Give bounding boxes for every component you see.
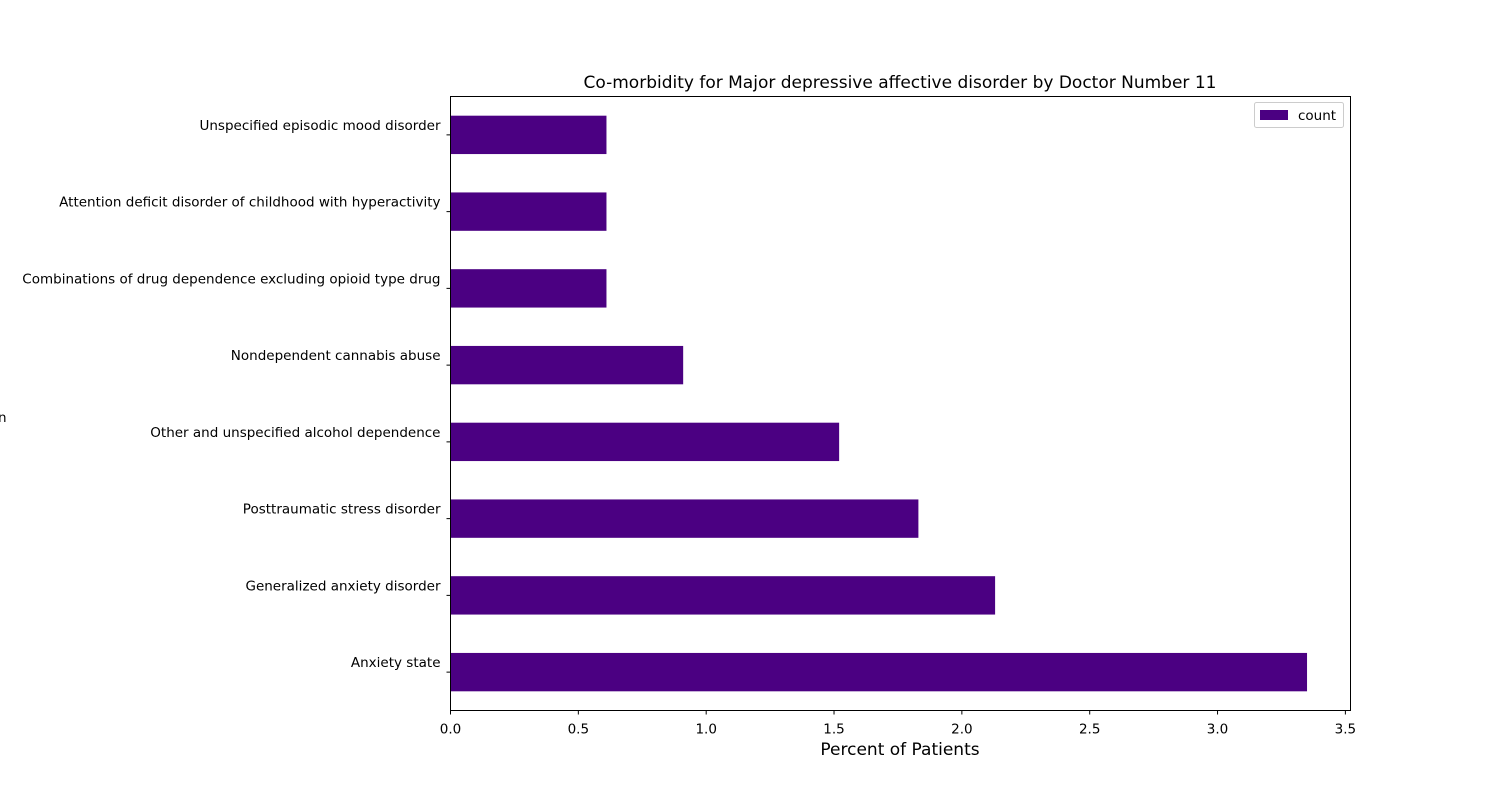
bar-1 <box>450 576 996 615</box>
bars-group <box>450 115 1308 692</box>
x-axis-ticks: 0.0 0.5 1.0 1.5 2.0 2.5 3.0 3.5 <box>440 710 1356 738</box>
x-tick-label-1: 0.5 <box>568 722 589 738</box>
y-axis-label: n <box>0 410 7 426</box>
x-tick-label-2: 1.0 <box>695 722 716 738</box>
legend: count <box>1254 102 1344 128</box>
x-tick-label-6: 3.0 <box>1207 722 1228 738</box>
legend-swatch <box>1260 110 1288 120</box>
y-tick-label-1: Generalized anxiety disorder <box>245 578 440 594</box>
x-tick-label-0: 0.0 <box>440 722 461 738</box>
legend-label-count: count <box>1298 108 1336 124</box>
bar-3 <box>450 422 840 462</box>
x-axis-label: Percent of Patients <box>820 740 979 760</box>
bar-4 <box>450 345 684 385</box>
bar-6 <box>450 192 607 231</box>
bar-7 <box>450 115 607 155</box>
bar-2 <box>450 499 919 538</box>
chart-title: Co-morbidity for Major depressive affect… <box>584 73 1217 93</box>
bar-0 <box>450 652 1308 692</box>
x-tick-label-5: 2.5 <box>1079 722 1100 738</box>
x-tick-label-3: 1.5 <box>823 722 844 738</box>
y-tick-label-3: Other and unspecified alcohol dependence <box>150 425 440 441</box>
bar-5 <box>450 269 607 308</box>
plot-frame <box>450 96 1351 711</box>
y-tick-label-4: Nondependent cannabis abuse <box>231 348 441 364</box>
y-tick-label-7: Unspecified episodic mood disorder <box>199 118 440 134</box>
y-tick-label-6: Attention deficit disorder of childhood … <box>59 195 440 211</box>
y-tick-label-5: Combinations of drug dependence excludin… <box>22 271 440 287</box>
y-axis-ticks: Anxiety state Generalized anxiety disorde… <box>22 118 451 673</box>
legend-frame <box>1254 102 1344 128</box>
y-tick-label-0: Anxiety state <box>351 655 441 671</box>
y-tick-label-2: Posttraumatic stress disorder <box>243 502 441 518</box>
x-tick-label-7: 3.5 <box>1335 722 1356 738</box>
x-tick-label-4: 2.0 <box>951 722 972 738</box>
